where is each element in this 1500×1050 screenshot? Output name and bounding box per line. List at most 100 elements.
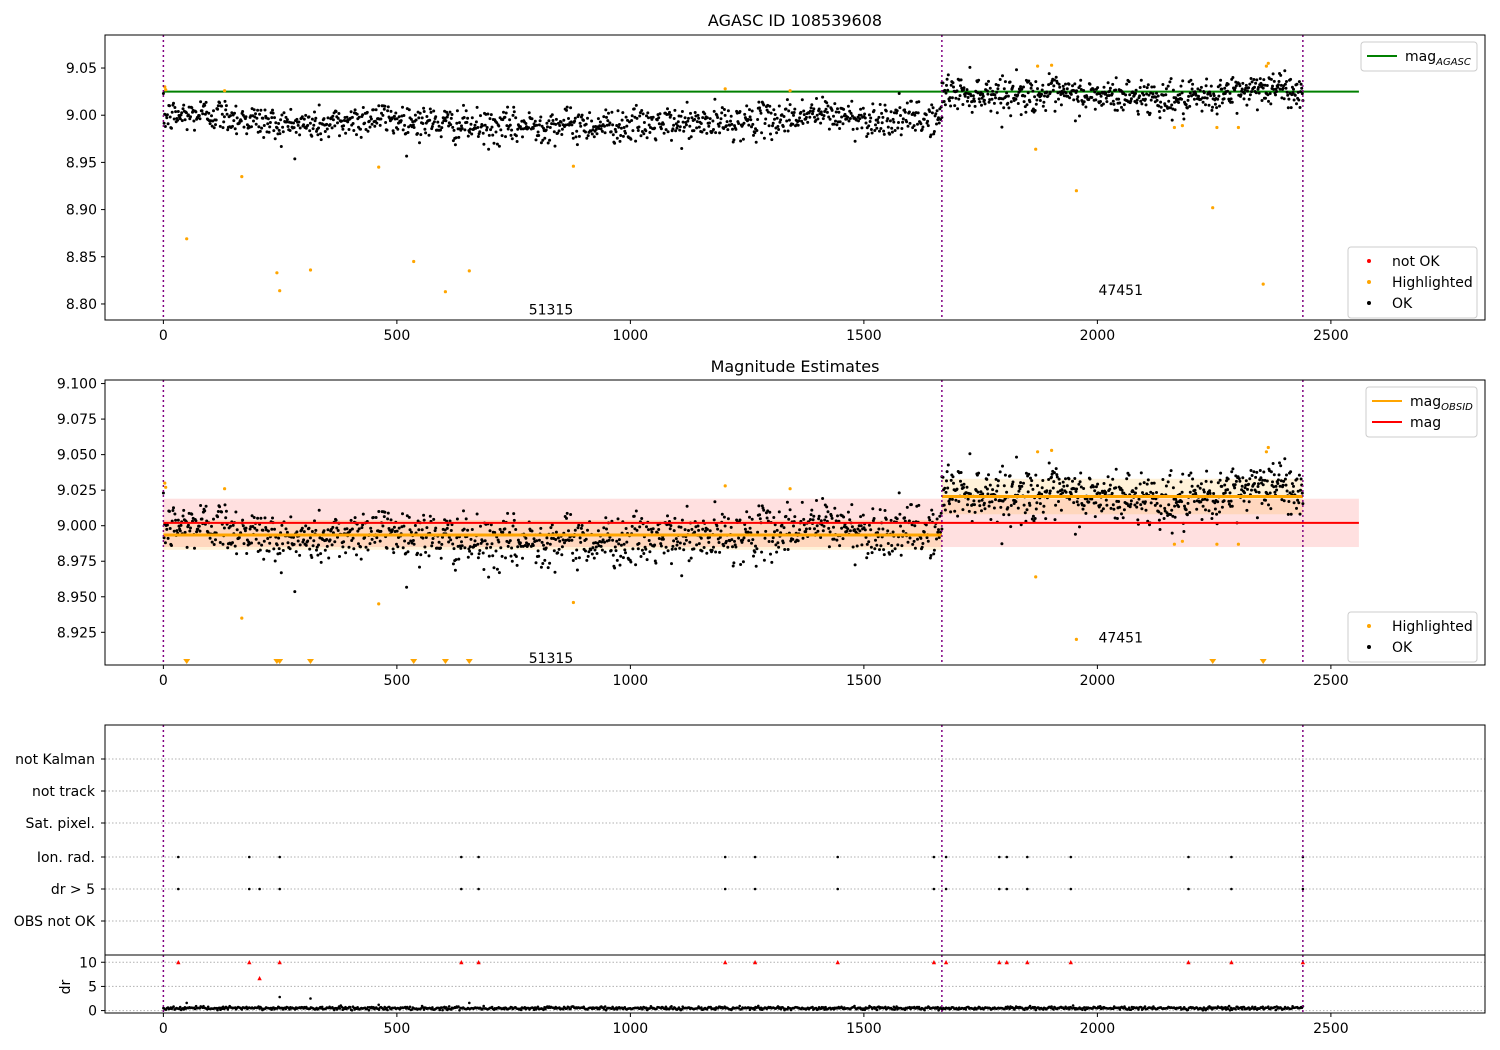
ok-point xyxy=(1101,102,1105,106)
ok-point xyxy=(864,535,868,539)
dr-point xyxy=(445,1006,448,1009)
ok-point xyxy=(325,538,329,541)
ok-point xyxy=(498,527,502,531)
ok-point xyxy=(600,548,604,552)
ok-point xyxy=(271,108,274,112)
ok-point xyxy=(313,119,317,123)
ok-point xyxy=(640,130,644,133)
ok-point xyxy=(856,527,860,531)
ok-point xyxy=(1186,501,1190,505)
ok-point xyxy=(641,112,645,116)
ok-point xyxy=(296,123,300,127)
ok-point xyxy=(436,120,440,124)
ok-point xyxy=(162,536,166,540)
ok-point xyxy=(906,124,910,128)
ok-point xyxy=(1161,83,1165,86)
ok-point xyxy=(980,498,984,502)
ok-point xyxy=(567,539,571,542)
ok-point xyxy=(1243,91,1246,95)
ok-point xyxy=(289,107,293,111)
ok-point xyxy=(985,89,989,93)
ok-point xyxy=(1203,497,1207,501)
ok-point xyxy=(917,503,921,507)
ok-point xyxy=(1265,479,1269,483)
ok-point xyxy=(613,545,617,549)
ok-point xyxy=(284,527,288,531)
ok-point xyxy=(304,543,308,547)
ok-point xyxy=(1292,484,1295,488)
ok-point xyxy=(455,109,459,113)
ok-point xyxy=(1122,508,1126,512)
ok-point xyxy=(548,561,552,565)
ok-point xyxy=(878,548,881,552)
ok-point xyxy=(748,526,752,530)
ok-point xyxy=(821,497,825,500)
ok-point xyxy=(1062,94,1066,98)
ok-point xyxy=(1069,492,1073,496)
ok-point xyxy=(351,536,355,540)
ok-point xyxy=(848,117,852,120)
ok-point xyxy=(1161,478,1165,481)
ok-point xyxy=(1239,93,1243,97)
ok-point xyxy=(468,127,472,131)
ok-point xyxy=(1254,91,1258,95)
ok-point xyxy=(221,542,225,546)
ok-point xyxy=(1257,490,1261,494)
ok-point xyxy=(630,524,634,528)
ok-point xyxy=(707,124,711,128)
ok-point xyxy=(681,120,685,124)
ok-point xyxy=(1073,477,1077,480)
ok-point xyxy=(891,530,895,534)
highlighted-point xyxy=(412,259,416,264)
ok-point xyxy=(1028,503,1032,507)
ok-point xyxy=(820,523,824,527)
ok-point xyxy=(1171,107,1175,111)
ok-point xyxy=(1008,80,1012,84)
ok-point xyxy=(827,526,831,530)
ok-point xyxy=(1136,518,1140,522)
ok-point xyxy=(719,117,723,121)
ok-point xyxy=(1159,105,1163,109)
dr-point xyxy=(446,1007,450,1011)
ok-point xyxy=(1226,477,1230,481)
ok-point xyxy=(960,483,964,487)
ok-point xyxy=(732,561,736,565)
ok-point xyxy=(846,527,850,531)
ok-point xyxy=(1269,507,1273,511)
ok-point xyxy=(777,104,781,108)
ok-point xyxy=(1114,76,1118,80)
ok-point xyxy=(392,525,396,529)
ok-point xyxy=(760,550,764,554)
ok-point xyxy=(224,516,228,520)
ok-point xyxy=(962,86,966,90)
ok-point xyxy=(1173,504,1177,508)
ok-point xyxy=(858,117,862,121)
ok-point xyxy=(758,109,762,113)
ok-point xyxy=(586,554,590,558)
ok-point xyxy=(384,121,388,124)
ok-point xyxy=(235,552,239,556)
ok-point xyxy=(1040,88,1044,92)
ok-point xyxy=(1111,99,1115,103)
ok-point xyxy=(1143,500,1147,504)
ok-point xyxy=(971,94,975,98)
ok-point xyxy=(607,111,610,115)
ok-point xyxy=(374,108,378,112)
ok-point xyxy=(742,121,746,125)
ok-point xyxy=(937,528,940,532)
ok-point xyxy=(1136,112,1140,116)
ok-point xyxy=(631,129,635,133)
flag-point xyxy=(1005,887,1009,891)
ok-point xyxy=(798,528,802,532)
ok-point xyxy=(1178,93,1182,96)
ok-point xyxy=(944,91,948,95)
ok-point xyxy=(1114,486,1118,490)
ok-point xyxy=(494,549,498,553)
ok-point xyxy=(257,125,261,129)
ok-point xyxy=(518,541,522,545)
ok-point xyxy=(537,538,541,542)
ok-point xyxy=(963,94,967,98)
ok-point xyxy=(408,528,412,532)
ok-point xyxy=(937,116,940,120)
ok-point xyxy=(750,125,753,129)
